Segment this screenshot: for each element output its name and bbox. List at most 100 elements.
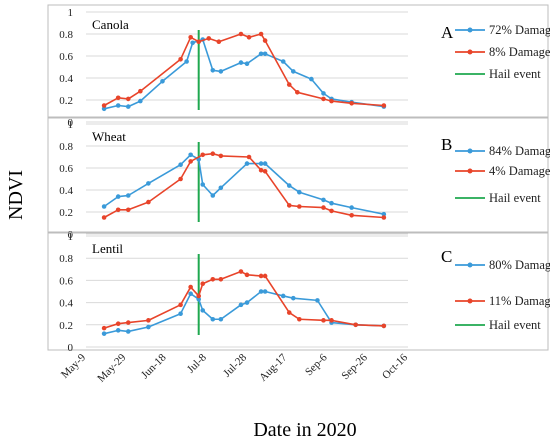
data-point — [178, 176, 183, 182]
data-point — [262, 51, 268, 57]
panel-letter: C — [441, 247, 452, 266]
chart-panels: 0 0.2 0.4 0.6 0.8 1 Canola A 72% Damage 8% Damage… — [47, 4, 550, 385]
panel-0: 0 0.2 0.4 0.6 0.8 1 Canola A 72% Damage 8% Damage… — [47, 4, 550, 129]
y-axis-title: NDVI — [5, 170, 27, 220]
data-point — [262, 38, 268, 43]
data-point — [321, 318, 326, 323]
data-point — [101, 204, 107, 209]
data-point — [349, 213, 354, 218]
data-point — [200, 152, 206, 158]
data-point — [101, 331, 107, 336]
y-tick-label: 0.2 — [59, 320, 73, 332]
data-point — [381, 215, 387, 220]
x-axis-title: Date in 2020 — [253, 419, 356, 441]
data-point — [184, 59, 189, 64]
data-point — [329, 318, 334, 323]
data-point — [280, 293, 286, 299]
y-tick-label: 0.6 — [59, 275, 73, 287]
data-point — [297, 204, 302, 209]
data-point — [138, 88, 143, 94]
legend-label: 80% Damage — [489, 258, 550, 272]
x-tick-label: May-29 — [95, 351, 128, 384]
legend-marker — [467, 49, 473, 55]
data-point — [200, 308, 206, 313]
data-point — [218, 276, 224, 282]
y-tick-label: 0.8 — [59, 141, 73, 153]
data-point — [280, 59, 286, 64]
data-point — [258, 31, 264, 37]
legend-marker — [467, 168, 473, 174]
data-point — [381, 323, 387, 329]
data-point — [125, 320, 131, 325]
panel-label: Canola — [92, 17, 129, 32]
data-point — [321, 205, 326, 210]
x-tick-label: Aug-17 — [257, 351, 290, 384]
data-point — [286, 183, 292, 188]
data-point — [210, 276, 216, 282]
legend-label: 8% Damage — [489, 45, 550, 59]
y-tick-label: 0.6 — [59, 163, 73, 175]
data-point — [146, 181, 151, 186]
y-tick-label: 0.4 — [59, 185, 73, 197]
y-tick-label: 0.2 — [59, 95, 73, 107]
x-tick-label: Oct-16 — [380, 351, 410, 381]
data-point — [196, 296, 201, 302]
data-point — [258, 289, 264, 294]
data-point — [125, 104, 131, 109]
panel-2: 0 0.2 0.4 0.6 0.8 1 Lentil C 80% Damage 11% Damag… — [47, 231, 550, 354]
data-point — [246, 154, 252, 160]
legend-marker — [467, 262, 473, 268]
data-point — [218, 316, 224, 322]
data-point — [206, 36, 212, 41]
data-point — [125, 329, 131, 334]
data-point — [115, 328, 121, 333]
data-point — [238, 302, 244, 308]
x-tick-label: Jun-18 — [139, 351, 169, 381]
data-point — [115, 207, 121, 213]
y-tick-label: 1 — [68, 7, 74, 19]
legend-marker — [467, 298, 473, 304]
legend-label: Hail event — [489, 191, 541, 205]
data-point — [115, 103, 121, 108]
data-point — [329, 98, 334, 104]
data-point — [115, 321, 121, 326]
data-point — [188, 159, 193, 164]
data-point — [101, 215, 107, 220]
data-point — [262, 169, 268, 174]
x-tick-label: Jul-8 — [185, 351, 209, 375]
data-point — [115, 194, 121, 199]
data-point — [295, 90, 300, 95]
panel-label: Wheat — [92, 129, 126, 144]
data-point — [258, 161, 264, 166]
legend-label: 4% Damage — [489, 164, 550, 178]
series-line-high-damage — [103, 290, 384, 335]
legend-label: 84% Damage — [489, 144, 550, 158]
data-point — [101, 103, 107, 108]
data-point — [246, 35, 252, 40]
panel-letter: A — [441, 23, 454, 42]
data-point — [178, 162, 183, 167]
data-point — [321, 197, 326, 203]
data-point — [101, 106, 107, 112]
legend-label: Hail event — [489, 67, 541, 81]
data-point — [115, 95, 121, 101]
data-point — [329, 200, 334, 206]
data-point — [210, 151, 216, 156]
series-line-high-damage — [103, 38, 384, 110]
data-point — [218, 185, 224, 191]
data-point — [196, 293, 201, 299]
panel-label: Lentil — [92, 241, 123, 256]
data-point — [244, 300, 250, 305]
panel-frame — [47, 4, 549, 118]
data-point — [125, 96, 131, 102]
data-point — [349, 101, 354, 106]
y-tick-label: 0.4 — [59, 73, 73, 85]
series-line-low-damage — [103, 270, 384, 329]
legend-marker — [467, 27, 473, 33]
data-point — [315, 298, 320, 303]
data-point — [196, 39, 201, 44]
y-tick-label: 1 — [68, 119, 74, 131]
data-point — [321, 91, 326, 96]
x-tick-label: Sep-26 — [339, 351, 370, 382]
data-point — [210, 316, 216, 322]
